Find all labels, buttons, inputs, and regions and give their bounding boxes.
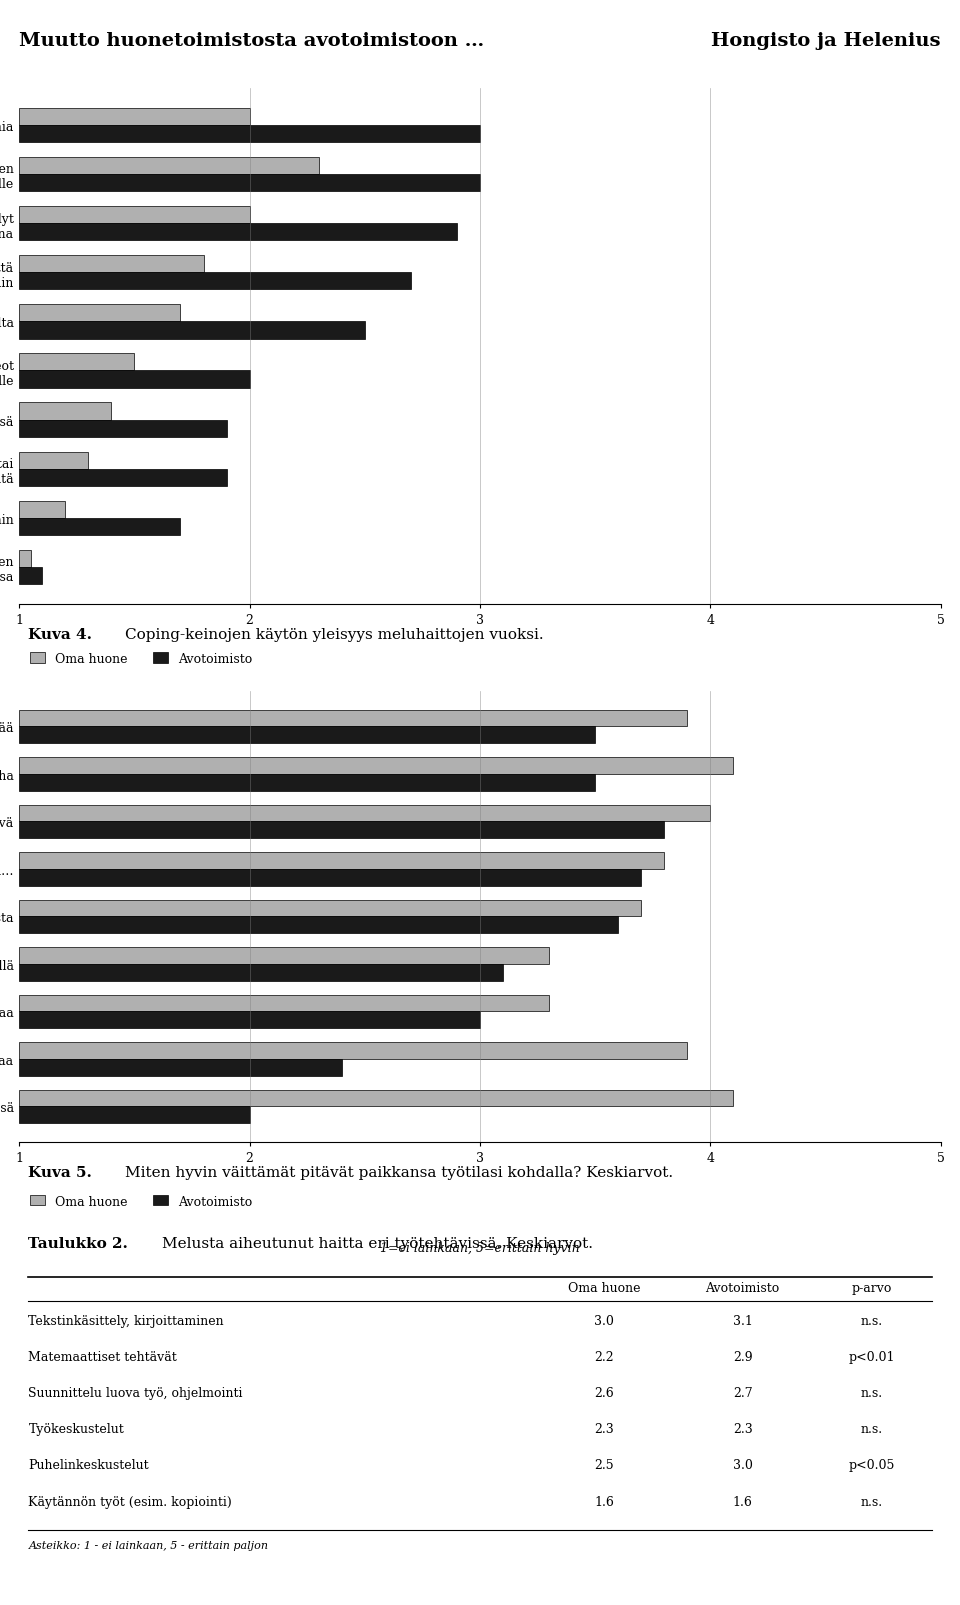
Text: Muutto huonetoimistosta avotoimistoon …: Muutto huonetoimistosta avotoimistoon …	[19, 32, 485, 50]
Text: n.s.: n.s.	[860, 1422, 883, 1435]
Bar	[19, 1107, 250, 1123]
Bar	[19, 727, 595, 743]
Bar	[19, 125, 480, 143]
Text: 2.3: 2.3	[732, 1422, 753, 1435]
Bar	[19, 109, 250, 125]
Text: Miten hyvin väittämät pitävät paikkansa työtilasi kohdalla? Keskiarvot.: Miten hyvin väittämät pitävät paikkansa …	[125, 1165, 673, 1180]
Bar	[19, 870, 641, 886]
Bar	[19, 421, 227, 438]
Text: Puhelinkeskustelut: Puhelinkeskustelut	[29, 1459, 149, 1472]
Legend: Oma huone, Avotoimisto: Oma huone, Avotoimisto	[26, 1189, 257, 1213]
Text: 2.6: 2.6	[594, 1387, 614, 1400]
Text: Tekstinkäsittely, kirjoittaminen: Tekstinkäsittely, kirjoittaminen	[29, 1314, 224, 1327]
Text: 1=ei koskaan, 5=erittain usein: 1=ei koskaan, 5=erittain usein	[381, 717, 579, 730]
Bar	[19, 965, 503, 981]
Text: 1.6: 1.6	[732, 1494, 753, 1507]
Text: Suunnittelu luova työ, ohjelmointi: Suunnittelu luova työ, ohjelmointi	[29, 1387, 243, 1400]
Legend: Oma huone, Avotoimisto: Oma huone, Avotoimisto	[26, 647, 257, 671]
Bar	[19, 469, 227, 486]
Bar	[19, 806, 710, 822]
Text: Oma huone: Oma huone	[568, 1281, 640, 1295]
Text: 1.6: 1.6	[594, 1494, 614, 1507]
Text: Kuva 5.: Kuva 5.	[29, 1165, 92, 1180]
Bar	[19, 518, 180, 536]
Text: Työkeskustelut: Työkeskustelut	[29, 1422, 124, 1435]
Text: Taulukko 2.: Taulukko 2.	[29, 1236, 129, 1250]
Bar	[19, 1059, 342, 1075]
Bar	[19, 175, 480, 193]
Text: 3.0: 3.0	[594, 1314, 614, 1327]
Text: 3.0: 3.0	[732, 1459, 753, 1472]
Bar	[19, 947, 549, 965]
Bar	[19, 916, 618, 934]
Text: Matemaattiset tehtävät: Matemaattiset tehtävät	[29, 1350, 178, 1363]
Bar	[19, 255, 204, 273]
Text: 2.7: 2.7	[732, 1387, 753, 1400]
Bar	[19, 822, 664, 838]
Bar	[19, 453, 88, 469]
Text: Kuva 4.: Kuva 4.	[29, 628, 92, 642]
Bar	[19, 305, 180, 323]
Bar	[19, 1043, 687, 1059]
Bar	[19, 774, 595, 791]
Text: 2.3: 2.3	[594, 1422, 614, 1435]
Bar	[19, 225, 457, 241]
Bar	[19, 995, 549, 1011]
Text: 2.9: 2.9	[732, 1350, 753, 1363]
Bar	[19, 403, 111, 421]
Text: 3.1: 3.1	[732, 1314, 753, 1327]
Text: 2.5: 2.5	[594, 1459, 614, 1472]
Text: n.s.: n.s.	[860, 1387, 883, 1400]
Text: Hongisto ja Helenius: Hongisto ja Helenius	[711, 32, 941, 50]
Text: Coping-keinojen käytön yleisyys meluhaittojen vuoksi.: Coping-keinojen käytön yleisyys meluhait…	[125, 628, 543, 642]
Text: p<0.05: p<0.05	[849, 1459, 895, 1472]
Bar	[19, 323, 365, 339]
Text: Käytännön työt (esim. kopiointi): Käytännön työt (esim. kopiointi)	[29, 1494, 232, 1507]
Bar	[19, 371, 250, 388]
Bar	[19, 1090, 733, 1107]
Bar	[19, 501, 65, 518]
Bar	[19, 758, 733, 774]
Bar	[19, 157, 319, 175]
Bar	[19, 207, 250, 225]
Text: Melusta aiheutunut haitta eri työtehtävissä. Keskiarvot.: Melusta aiheutunut haitta eri työtehtävi…	[162, 1236, 593, 1250]
Text: p<0.01: p<0.01	[849, 1350, 895, 1363]
Text: 1=ei lainkaan, 5=erittain hyvin: 1=ei lainkaan, 5=erittain hyvin	[380, 1242, 580, 1255]
Bar	[19, 551, 31, 568]
Bar	[19, 852, 664, 870]
Bar	[19, 711, 687, 727]
Text: p-arvo: p-arvo	[852, 1281, 892, 1295]
Text: n.s.: n.s.	[860, 1494, 883, 1507]
Text: Avotoimisto: Avotoimisto	[706, 1281, 780, 1295]
Bar	[19, 568, 42, 584]
Bar	[19, 900, 641, 916]
Text: 2.2: 2.2	[594, 1350, 614, 1363]
Bar	[19, 273, 411, 291]
Text: Asteikko: 1 - ei lainkaan, 5 - erittain paljon: Asteikko: 1 - ei lainkaan, 5 - erittain …	[29, 1541, 269, 1550]
Bar	[19, 355, 134, 371]
Text: n.s.: n.s.	[860, 1314, 883, 1327]
Bar	[19, 1011, 480, 1029]
